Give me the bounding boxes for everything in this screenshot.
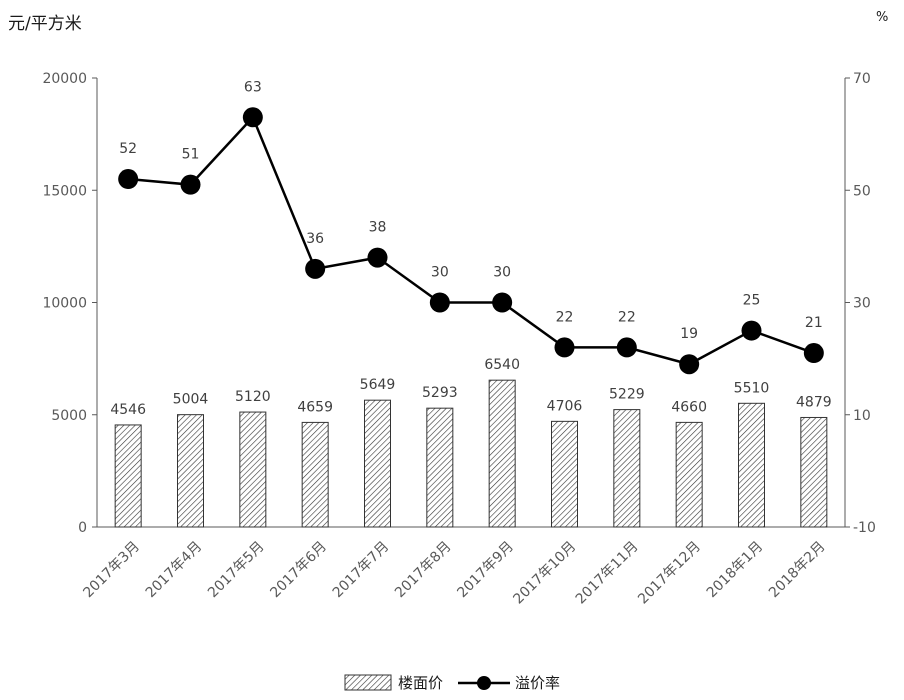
legend-line-marker [477,676,491,690]
x-tick-label: 2017年8月 [392,539,455,602]
bar-value-label: 5649 [360,377,396,393]
bar [800,416,828,528]
line-point [429,292,450,313]
line-value-label: 21 [805,315,823,331]
x-tick-label: 2017年12月 [635,539,704,608]
bar [114,424,142,528]
line-value-label: 36 [306,231,324,247]
data-labels: 4546 5004 5120 4659 5649 5293 6540 4706 5229 4660… [110,79,831,418]
left-tick-label: 10000 [42,296,87,312]
left-tick-label: 20000 [42,71,87,87]
right-tick-label: 10 [853,408,871,424]
line-value-label: 19 [680,326,698,342]
left-tick-label: 15000 [42,183,87,199]
bar-value-label: 6540 [484,357,520,373]
bar [613,409,641,528]
x-tick-label: 2017年4月 [143,539,206,602]
line-point [492,292,513,313]
bar-value-label: 4706 [547,398,583,414]
line-point [803,343,824,364]
bar [301,421,329,528]
line-value-label: 63 [244,79,262,95]
bar-value-label: 4546 [110,402,146,418]
bar-value-label: 5510 [734,380,770,396]
bar-value-label: 5229 [609,387,645,403]
bar [426,407,454,528]
right-axis-unit: % [876,10,889,25]
bar [177,414,204,528]
axes: 0 5000 10000 15000 20000 -10 10 30 50 70 [42,71,875,536]
legend-line-label: 溢价率 [515,674,560,692]
legend: 楼面价 溢价率 [344,674,560,692]
line-point [118,169,139,190]
line-series [118,107,824,375]
bar [364,399,391,528]
line-value-label: 52 [119,141,137,157]
x-tick-labels: 2017年3月 2017年4月 2017年5月 2017年6月 2017年7月 2017年… [80,539,828,608]
bar-value-label: 5120 [235,389,271,405]
line-value-label: 22 [618,309,636,325]
right-tick-label: 50 [853,183,871,199]
bar-series [114,379,828,528]
bar-value-label: 5293 [422,385,458,401]
bar-value-label: 5004 [173,392,209,408]
line-point [242,107,263,128]
x-tick-label: 2017年10月 [510,539,579,608]
line-value-label: 22 [556,309,574,325]
right-tick-label: 30 [853,296,871,312]
bar [551,420,578,528]
line-point [367,247,388,268]
line-value-label: 25 [743,293,761,309]
x-tick-label: 2017年9月 [454,539,517,602]
left-axis-unit: 元/平方米 [8,14,82,34]
line-point [554,337,575,358]
line-value-label: 51 [182,147,200,163]
bar [488,379,516,528]
right-tick-label: 70 [853,71,871,87]
bar [675,421,703,528]
line-point [679,354,700,375]
bar [239,411,267,528]
x-tick-label: 2017年11月 [573,539,642,608]
legend-bar-swatch [344,674,392,691]
bar [738,402,765,528]
left-tick-label: 5000 [51,408,87,424]
line-value-label: 30 [431,265,449,281]
line-point [616,337,637,358]
x-tick-label: 2017年6月 [267,539,330,602]
line-value-label: 38 [369,220,387,236]
left-tick-label: 0 [78,520,87,536]
bar-value-label: 4879 [796,394,832,410]
right-tick-label: -10 [853,520,876,536]
line-point [180,174,201,195]
bar-value-label: 4660 [671,399,707,415]
line-value-label: 30 [493,265,511,281]
x-tick-label: 2018年1月 [704,539,767,602]
line-point [305,258,326,279]
x-tick-label: 2017年5月 [205,539,268,602]
x-tick-label: 2017年3月 [80,539,143,602]
line-point [741,320,762,341]
x-tick-label: 2018年2月 [766,539,829,602]
line-path [128,115,815,366]
bar-value-label: 4659 [297,399,333,415]
x-tick-label: 2017年7月 [330,539,393,602]
legend-bar-label: 楼面价 [398,674,443,692]
